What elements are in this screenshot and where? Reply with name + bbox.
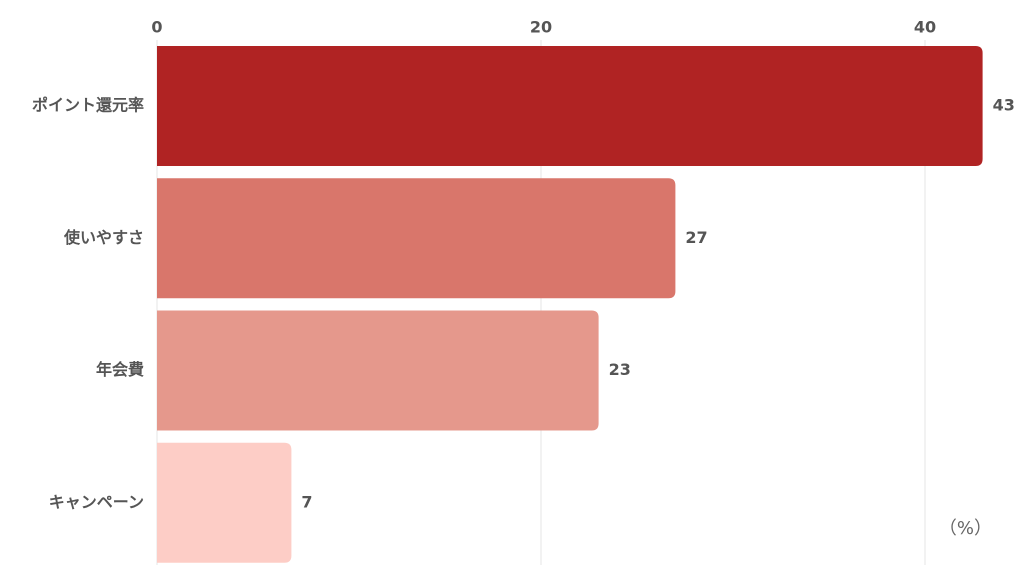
bar bbox=[157, 46, 983, 166]
bar bbox=[157, 178, 676, 299]
unit-label: （%） bbox=[939, 518, 992, 539]
y-tick-label: キャンペーン bbox=[49, 492, 144, 511]
value-label: 7 bbox=[301, 492, 312, 511]
y-tick-label: ポイント還元率 bbox=[32, 96, 144, 115]
value-label: 27 bbox=[685, 228, 707, 247]
x-tick-label: 20 bbox=[530, 18, 552, 37]
bar bbox=[157, 442, 292, 563]
y-tick-label: 使いやすさ bbox=[63, 228, 144, 247]
bar bbox=[157, 310, 599, 431]
y-tick-label: 年会費 bbox=[96, 360, 144, 379]
value-label: 43 bbox=[993, 96, 1015, 115]
value-label: 23 bbox=[609, 360, 631, 379]
x-tick-label: 40 bbox=[914, 18, 936, 37]
x-tick-label: 0 bbox=[151, 18, 162, 37]
